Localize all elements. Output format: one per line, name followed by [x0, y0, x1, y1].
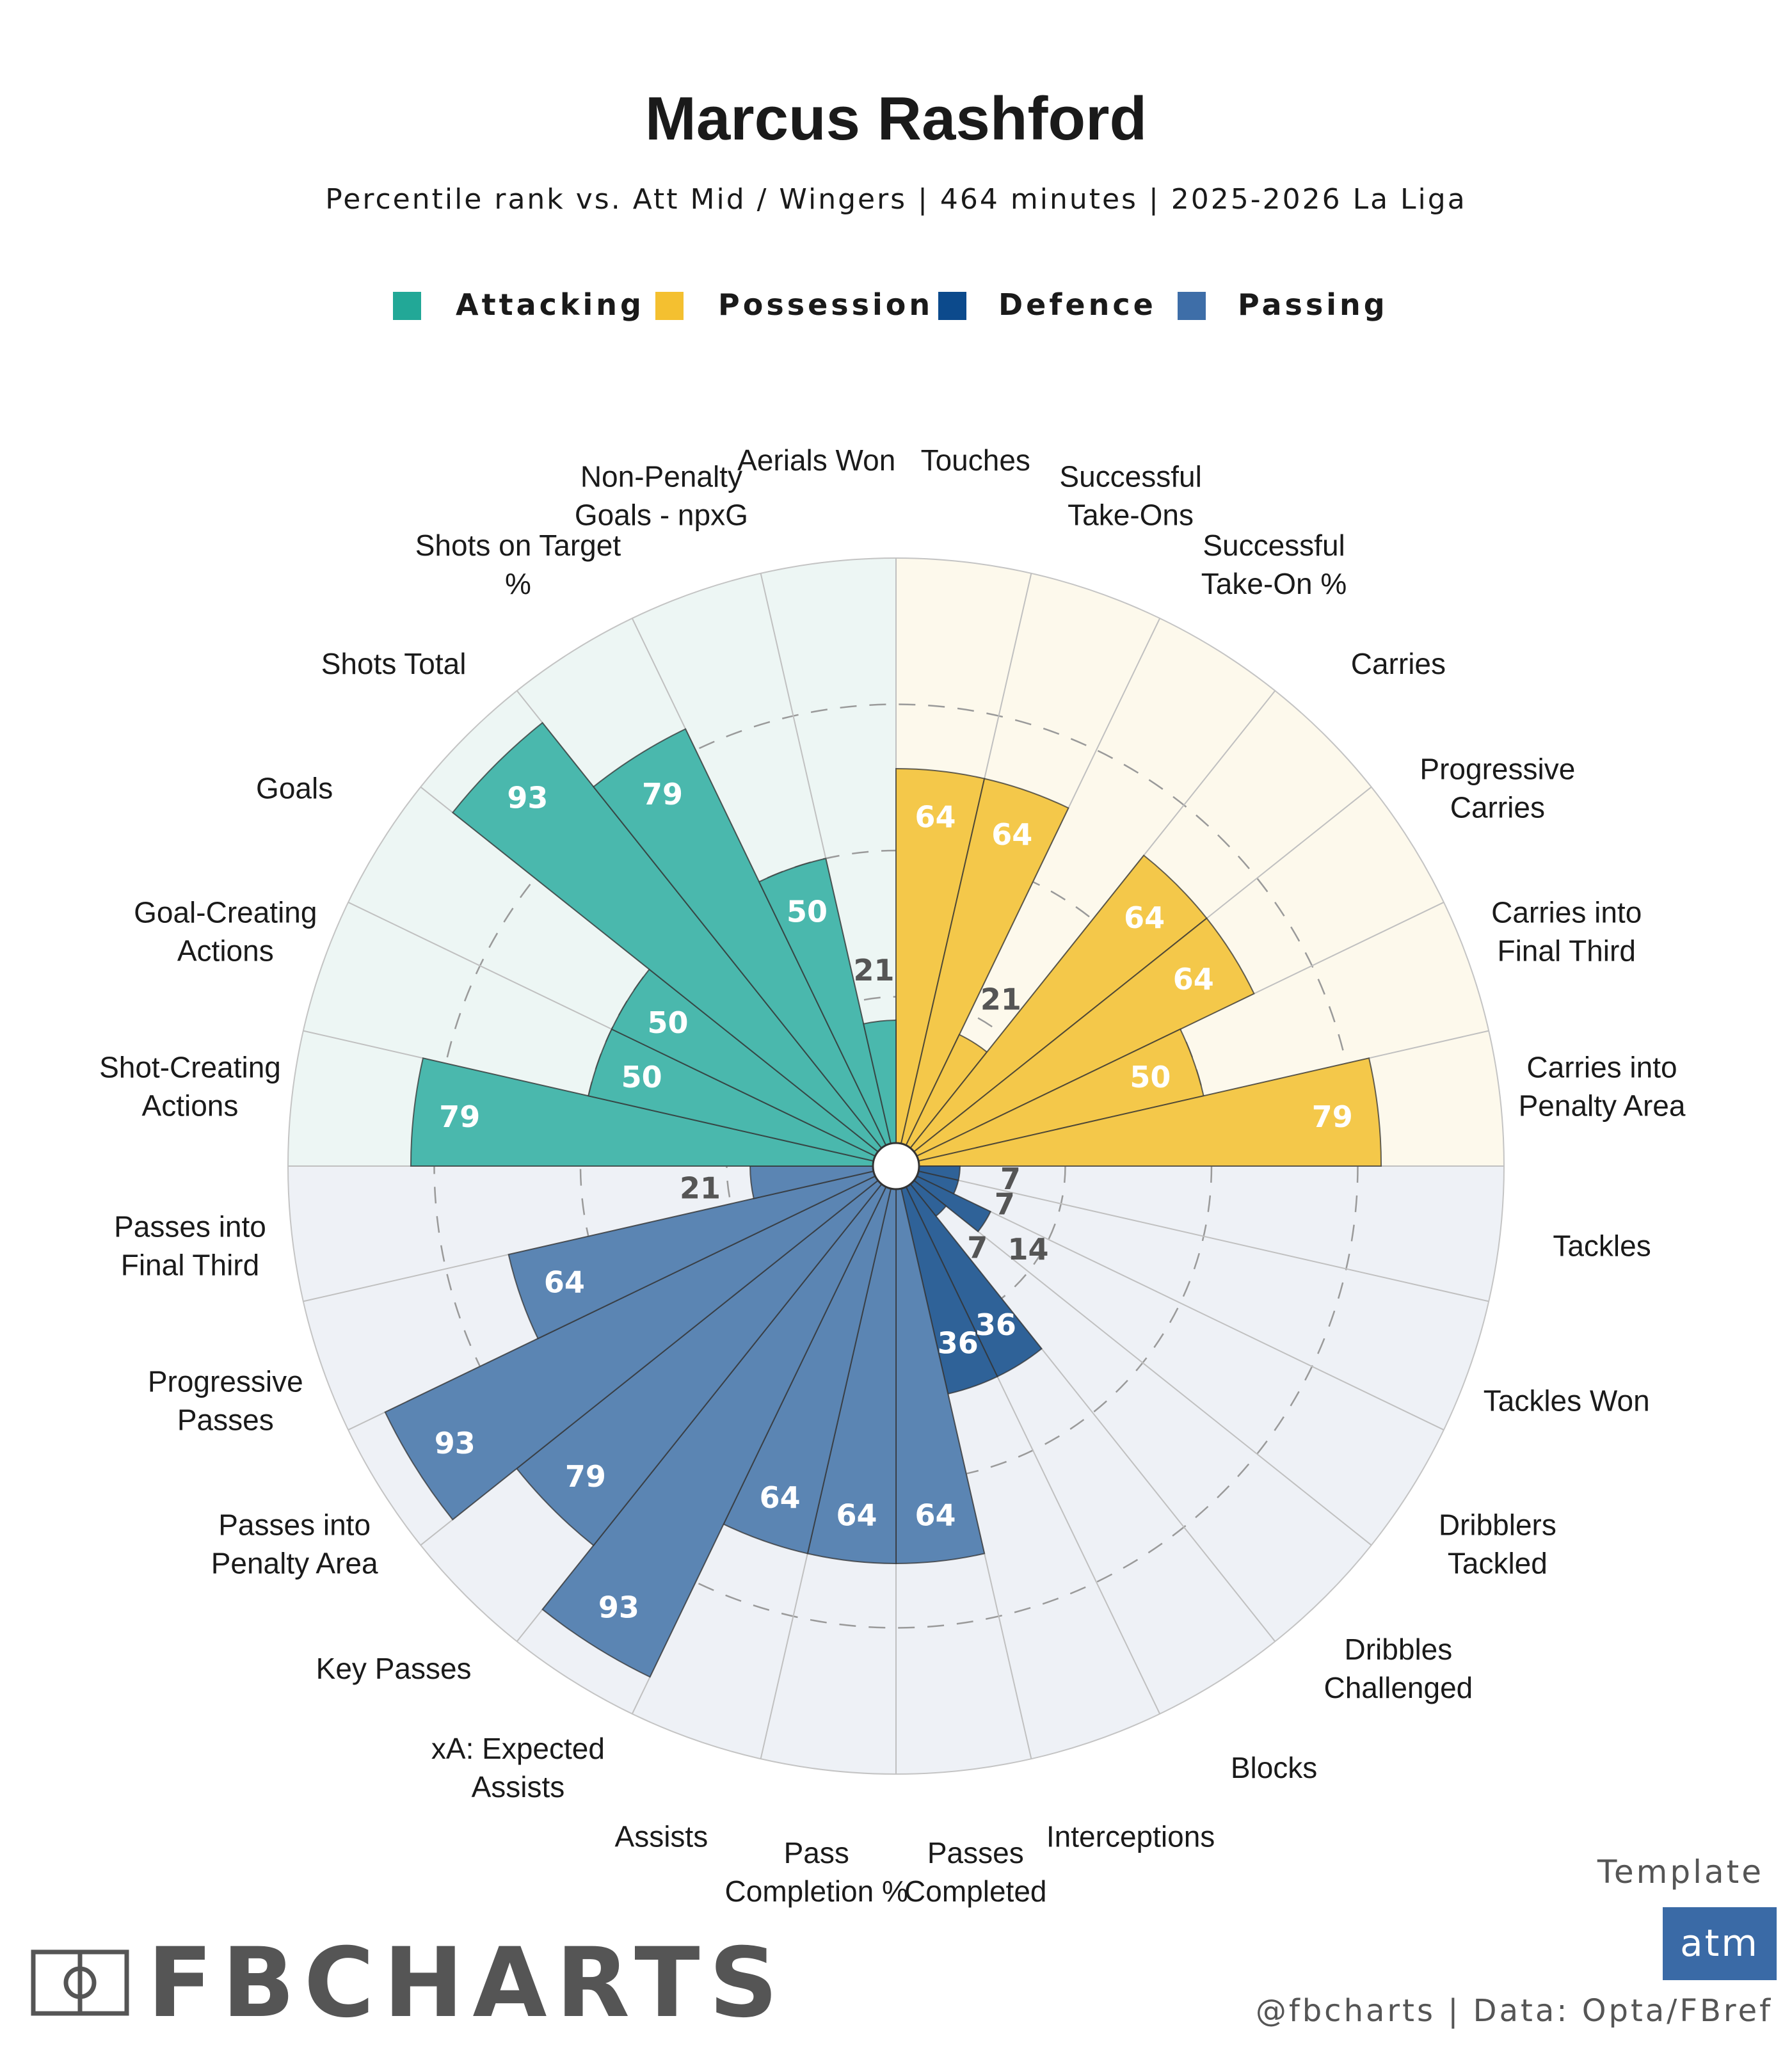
axis-label-17: xA: Expected Assists [431, 1732, 605, 1804]
template-label: Template [1597, 1853, 1764, 1891]
axis-label-27: Non-Penalty Goals - npxG [575, 460, 748, 531]
value-label-1: 64 [915, 799, 956, 834]
axis-label-21: Passes into Final Third [114, 1210, 266, 1281]
pitch-icon-centre-circle [63, 1966, 97, 1999]
value-label-24: 50 [648, 1005, 689, 1040]
value-label-5: 64 [1173, 962, 1214, 996]
axis-label-3: Successful Take-On % [1201, 529, 1347, 600]
value-label-2: 64 [991, 817, 1032, 852]
axis-label-20: Progressive Passes [148, 1365, 303, 1437]
axis-label-26: Shots on Target% [415, 529, 621, 600]
legend-swatch-defence [938, 292, 966, 320]
value-label-3: 21 [980, 982, 1021, 1016]
axis-label-11: Dribbles Challenged [1324, 1633, 1473, 1704]
axis-label-16: Assists [615, 1820, 708, 1853]
axis-label-12: Blocks [1231, 1751, 1317, 1784]
background-wedge-10 [914, 1176, 1444, 1546]
brand-wordmark: FBCHARTS [147, 1928, 787, 2039]
value-label-4: 64 [1124, 900, 1165, 935]
page-title: Marcus Rashford [645, 84, 1147, 153]
legend-swatch-passing [1178, 292, 1206, 320]
axis-label-15: Pass Completion % [725, 1836, 908, 1908]
value-label-21: 21 [680, 1171, 721, 1205]
center-hole [872, 1142, 920, 1190]
data-credit: @fbcharts | Data: Opta/FBref [1256, 1993, 1773, 2029]
legend-label-defence: Defence [998, 287, 1156, 322]
axis-label-23: Goal-Creating Actions [134, 895, 317, 967]
value-label-12: 36 [975, 1308, 1016, 1342]
axis-label-7: Carries into Penalty Area [1519, 1051, 1686, 1123]
template-badge [1663, 1907, 1777, 1980]
value-label-8: 7 [1000, 1162, 1021, 1196]
axis-label-13: Interceptions [1046, 1820, 1215, 1853]
value-label-22: 79 [439, 1100, 480, 1134]
axis-label-6: Carries into Final Third [1491, 895, 1642, 967]
value-label-7: 79 [1312, 1100, 1353, 1134]
value-label-10: 14 [1008, 1232, 1049, 1267]
spoke-9 [895, 1165, 1489, 1302]
legend-swatch-possession [655, 292, 684, 320]
axis-label-22: Shot-Creating Actions [99, 1051, 281, 1123]
axis-label-25: Shots Total [321, 647, 467, 680]
fbcharts-logo: FBCHARTS [31, 1928, 787, 2039]
value-label-23: 50 [621, 1060, 662, 1094]
axis-label-28: Aerials Won [737, 444, 895, 477]
legend-label-possession: Possession [718, 287, 933, 322]
background-wedge-8 [918, 1166, 1504, 1302]
background-wedge-9 [916, 1171, 1489, 1430]
axis-label-24: Goals [256, 771, 333, 804]
axis-label-5: Progressive Carries [1420, 752, 1575, 824]
legend-swatch-attacking [393, 292, 421, 320]
value-label-26: 79 [642, 777, 683, 812]
value-label-28: 21 [854, 953, 895, 988]
value-label-13: 36 [938, 1326, 979, 1361]
axis-label-2: Successful Take-Ons [1059, 460, 1201, 531]
legend-label-passing: Passing [1238, 287, 1388, 322]
background-wedge-28 [760, 558, 896, 1144]
axis-label-8: Tackles [1553, 1229, 1651, 1262]
value-label-18: 79 [565, 1459, 606, 1494]
polar-chart: 6464216464507977147363664646493799364217… [99, 444, 1686, 1908]
value-label-27: 50 [787, 895, 828, 929]
axis-label-19: Passes into Penalty Area [211, 1508, 378, 1580]
axis-label-4: Carries [1351, 647, 1446, 680]
value-label-11: 7 [967, 1230, 988, 1265]
value-label-17: 93 [598, 1590, 639, 1624]
axis-label-18: Key Passes [316, 1652, 472, 1685]
axis-label-14: Passes Completed [904, 1836, 1046, 1908]
legend: Attacking Possession Defence Passing [393, 287, 1388, 322]
value-label-9: 7 [995, 1187, 1015, 1221]
template-code: atm [1680, 1921, 1759, 1965]
value-label-6: 50 [1130, 1060, 1171, 1094]
legend-label-attacking: Attacking [456, 287, 644, 322]
axis-label-9: Tackles Won [1484, 1384, 1650, 1418]
value-label-19: 93 [435, 1426, 476, 1460]
value-label-15: 64 [836, 1498, 877, 1533]
background-wedge-21 [288, 1166, 874, 1302]
axis-label-1: Touches [921, 444, 1030, 477]
value-label-20: 64 [544, 1265, 585, 1299]
background-wedge-11 [910, 1180, 1372, 1642]
background-wedge-3 [906, 618, 1276, 1148]
value-label-25: 93 [507, 780, 548, 815]
axis-label-10: Dribblers Tackled [1439, 1508, 1556, 1580]
page-subtitle: Percentile rank vs. Att Mid / Wingers | … [325, 183, 1466, 216]
value-label-14: 64 [915, 1498, 956, 1533]
value-label-16: 64 [760, 1480, 801, 1515]
